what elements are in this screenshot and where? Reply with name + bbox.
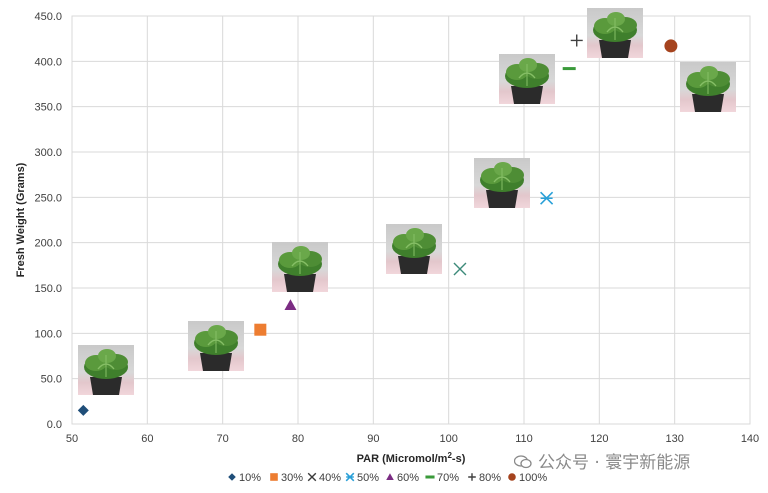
marker-shape [562, 67, 576, 71]
legend-marker [307, 472, 317, 482]
marker-shape [77, 404, 89, 416]
y-tick-labels: 0.0 50.0 100.0 150.0 200.0 250.0 300.0 350.0 400… [34, 11, 62, 431]
data-point-50pct [540, 191, 554, 205]
plant-photo [473, 157, 531, 209]
data-point-80pct [570, 34, 583, 47]
x-tick-label: 130 [665, 433, 683, 445]
x-tick-label: 80 [292, 433, 304, 445]
legend-item-70pct: 70% [425, 472, 459, 484]
marker-shape [228, 473, 236, 481]
legend-label: 50% [357, 472, 379, 484]
data-point-60pct [284, 299, 297, 311]
legend: 10% 30% 40% 50% 60% 70% 80% 100% [228, 472, 547, 484]
plot-area [71, 15, 751, 425]
grid-lines [71, 15, 751, 425]
plant-photo [77, 344, 135, 396]
marker-shape [345, 472, 355, 482]
x-tick-label: 60 [141, 433, 153, 445]
legend-marker [468, 473, 476, 481]
legend-label: 70% [437, 472, 459, 484]
x-tick-labels: 50 60 70 80 90 100 110 120 130 140 [66, 433, 759, 445]
y-tick-label: 300.0 [34, 147, 62, 159]
marker-shape [284, 299, 297, 311]
marker-shape [508, 473, 516, 481]
legend-item-60pct: 60% [386, 472, 419, 484]
marker-shape [254, 323, 267, 336]
y-tick-label: 350.0 [34, 102, 62, 114]
data-point-100pct [664, 39, 678, 53]
marker-shape [386, 473, 394, 481]
watermark: 公众号 · 寰宇新能源 [514, 448, 690, 473]
watermark-text: 公众号 · 寰宇新能源 [538, 453, 691, 473]
data-point-70pct [562, 67, 576, 71]
x-axis-title: PAR (Micromol/m2-s) [357, 451, 466, 465]
legend-marker [508, 473, 516, 481]
legend-label: 60% [397, 472, 419, 484]
plant-photo [385, 223, 443, 275]
y-tick-label: 150.0 [34, 283, 62, 295]
legend-label: 30% [281, 472, 303, 484]
x-tick-label: 110 [515, 433, 533, 445]
legend-label: 80% [479, 472, 501, 484]
x-tick-label: 120 [590, 433, 608, 445]
y-tick-label: 250.0 [34, 192, 62, 204]
x-tick-label: 100 [439, 433, 457, 445]
legend-marker [386, 473, 394, 481]
legend-item-80pct: 80% [468, 472, 501, 484]
y-tick-label: 200.0 [34, 238, 62, 250]
x-tick-label: 140 [741, 433, 759, 445]
marker-shape [270, 473, 278, 481]
plant-photo [498, 53, 556, 105]
y-tick-label: 0.0 [47, 419, 62, 431]
legend-item-10pct: 10% [228, 472, 261, 484]
legend-marker [425, 475, 435, 479]
y-tick-label: 100.0 [34, 328, 62, 340]
legend-item-40pct: 40% [307, 472, 341, 484]
wechat-icon [514, 455, 532, 469]
legend-item-100pct: 100% [508, 472, 547, 484]
marker-shape [307, 472, 317, 482]
x-tick-label: 70 [217, 433, 229, 445]
x-tick-label: 50 [66, 433, 78, 445]
data-point-10pct [77, 404, 89, 416]
plant-photo [586, 7, 644, 59]
legend-marker [345, 472, 355, 482]
marker-shape [453, 262, 467, 276]
legend-label: 10% [239, 472, 261, 484]
plant-photo [679, 61, 737, 113]
marker-shape [570, 34, 583, 47]
marker-shape [468, 473, 476, 481]
legend-item-50pct: 50% [345, 472, 379, 484]
legend-label: 40% [319, 472, 341, 484]
legend-item-30pct: 30% [270, 472, 303, 484]
x-tick-label: 90 [367, 433, 379, 445]
plant-photo [187, 320, 245, 372]
marker-shape [540, 191, 554, 205]
legend-marker [228, 473, 236, 481]
legend-label: 100% [519, 472, 547, 484]
data-points [77, 34, 678, 416]
marker-shape [664, 39, 678, 53]
data-point-extra [453, 262, 467, 276]
legend-marker [270, 473, 278, 481]
y-tick-label: 450.0 [34, 11, 62, 23]
marker-shape [425, 475, 435, 479]
plant-photo [271, 241, 329, 293]
y-axis-title: Fresh Weight (Grams) [15, 162, 27, 277]
y-tick-label: 50.0 [41, 374, 62, 386]
data-point-30pct [254, 323, 267, 336]
y-tick-label: 400.0 [34, 56, 62, 68]
